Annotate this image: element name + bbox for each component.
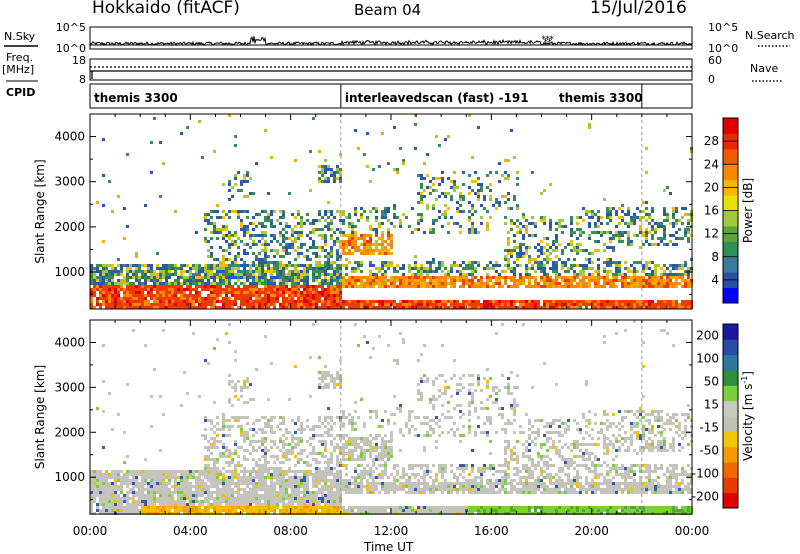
colorbar-swatch <box>723 195 738 211</box>
y-tick-label: 4000 <box>54 130 85 144</box>
y-tick-label: 2000 <box>54 425 85 439</box>
power-cells <box>90 114 693 309</box>
colorbar-tick-label: 16 <box>704 204 719 218</box>
colorbar-swatch <box>723 416 738 432</box>
freq-panel-frame <box>89 58 693 81</box>
ylabel: Slant Range [km] <box>33 365 47 469</box>
colorbar-swatch <box>723 241 738 258</box>
colorbar-label: Velocity [m s-1] <box>740 371 755 461</box>
y-tick-label: 3000 <box>54 380 85 394</box>
colorbar-swatch <box>723 164 738 181</box>
colorbar-frame <box>722 323 739 509</box>
colorbar-swatch <box>723 462 738 478</box>
noise-tick-left-top: 10^5 <box>56 21 86 34</box>
y-tick-label: 1000 <box>54 470 85 484</box>
nsky-outlier-mark: * <box>544 38 549 48</box>
velocity-cells <box>90 320 693 515</box>
x-tick-label: 20:00 <box>574 524 609 538</box>
noise-panel-frame <box>89 26 693 50</box>
y-tick-label: 1000 <box>54 265 85 279</box>
nave-tick-bottom: 0 <box>708 73 715 86</box>
y-tick-label: 2000 <box>54 220 85 234</box>
colorbar-swatch <box>723 385 738 402</box>
colorbar-swatch <box>723 324 738 340</box>
cpid-label: CPID <box>6 86 36 99</box>
colorbar-swatch <box>723 431 738 448</box>
station-title: Hokkaido (fitACF) <box>92 0 240 18</box>
colorbar-tick-label: -200 <box>692 490 719 504</box>
colorbar-label: Power [dB] <box>741 178 755 243</box>
freq-label: Freq. <box>6 51 34 64</box>
cpid-segment-label: interleavedscan (fast) -191 <box>345 91 529 105</box>
ylabel: Slant Range [km] <box>33 159 47 263</box>
colorbar-swatch <box>723 118 738 134</box>
colorbar-tick-label: 4 <box>711 273 719 287</box>
colorbar-swatch <box>723 210 738 227</box>
nsky-label: N.Sky <box>4 30 36 43</box>
cpid-segment-label: themis 3300 <box>559 91 643 105</box>
noise-tick-left-bottom: 10^0 <box>56 42 86 55</box>
xlabel: Time UT <box>364 540 414 554</box>
x-tick-label: 00:00 <box>73 524 108 538</box>
colorbar-swatch <box>723 370 738 386</box>
nsky-outlier-mark: * <box>542 35 547 45</box>
colorbar-tick-label: 100 <box>696 352 719 366</box>
x-tick-label: 16:00 <box>474 524 509 538</box>
y-tick-label: 4000 <box>54 335 85 349</box>
freq-unit: [MHz] <box>2 63 35 76</box>
colorbar-swatch <box>723 339 738 356</box>
colorbar-tick-label: 24 <box>704 157 719 171</box>
noise-tick-right-top: 10^5 <box>708 21 738 34</box>
colorbar-swatch <box>723 256 738 273</box>
nsky-trace <box>89 36 693 47</box>
colorbar-swatch <box>723 492 738 509</box>
x-tick-label: 04:00 <box>173 524 208 538</box>
nsky-outlier-mark: * <box>548 38 553 48</box>
x-tick-label: 12:00 <box>374 524 409 538</box>
x-tick-label: 00:00 <box>675 524 710 538</box>
cpid-panel-frame <box>89 83 693 109</box>
nsearch-label: N.Search <box>745 29 795 42</box>
freq-tick-top: 18 <box>72 54 86 67</box>
colorbar-tick-label: 20 <box>704 180 719 194</box>
freq-tick-bottom: 8 <box>79 73 86 86</box>
colorbar-swatch <box>723 400 738 417</box>
colorbar-tick-label: 28 <box>704 134 719 148</box>
colorbar-swatch <box>723 287 738 304</box>
colorbar-swatch <box>723 446 738 463</box>
colorbar-swatch <box>723 148 738 165</box>
date-title: 15/Jul/2016 <box>590 0 687 18</box>
colorbar-swatch <box>723 477 738 494</box>
nsky-outlier-mark: * <box>550 35 555 45</box>
x-tick-label: 08:00 <box>273 524 308 538</box>
cpid-segment-label: themis 3300 <box>94 91 178 105</box>
nsky-outlier-mark: * <box>546 35 551 45</box>
beam-title: Beam 04 <box>354 1 422 19</box>
nave-label: Nave <box>750 62 779 75</box>
colorbar-tick-label: 8 <box>711 250 719 264</box>
colorbar-tick-label: -100 <box>692 467 719 481</box>
colorbar-tick-label: 15 <box>704 398 719 412</box>
colorbar-tick-label: -50 <box>699 444 719 458</box>
colorbar-tick-label: -15 <box>699 421 719 435</box>
colorbar-swatch <box>723 354 738 371</box>
colorbar-tick-label: 200 <box>696 329 719 343</box>
noise-tick-right-bottom: 10^0 <box>708 42 738 55</box>
nave-tick-top: 60 <box>708 54 722 67</box>
y-tick-label: 3000 <box>54 175 85 189</box>
colorbar-tick-label: 50 <box>704 375 719 389</box>
colorbar-tick-label: 12 <box>704 227 719 241</box>
